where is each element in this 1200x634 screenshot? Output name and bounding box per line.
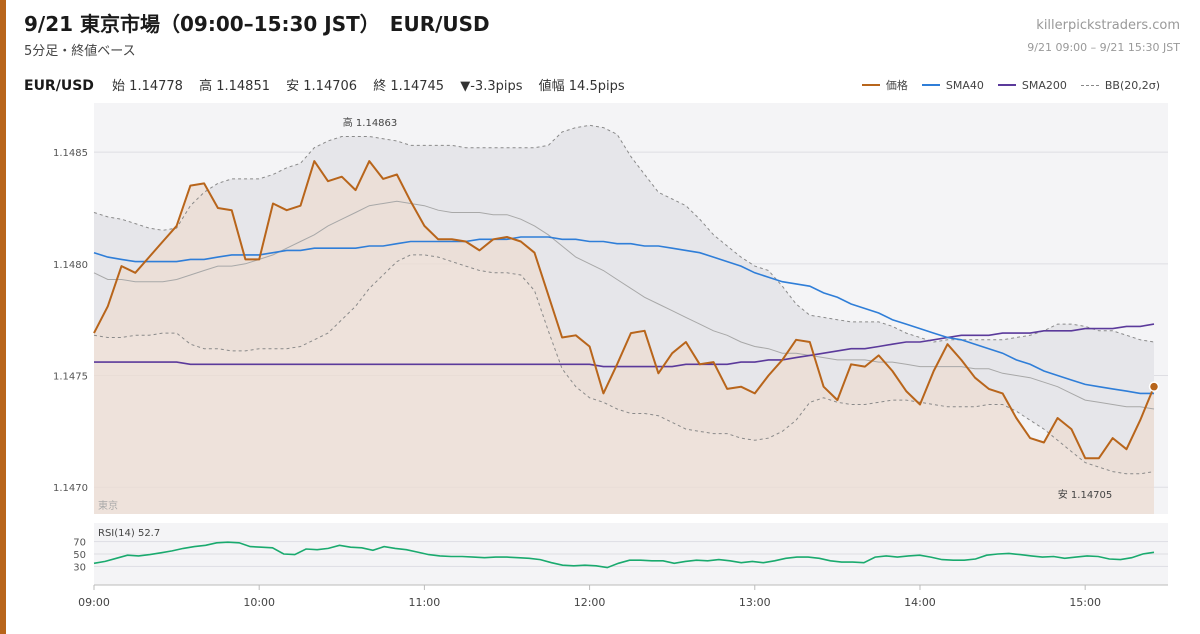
x-tick-label: 14:00 [904, 596, 936, 609]
rsi-tick-label: 30 [73, 562, 86, 573]
y-tick-label: 1.1470 [53, 483, 88, 494]
stats-close: 終 1.14745 [373, 79, 445, 94]
low-annotation: 安 1.14705 [1058, 488, 1113, 501]
legend-item-sma40[interactable]: SMA40 [921, 77, 984, 93]
bb-lower-line [93, 254, 1155, 475]
x-tick-label: 11:00 [409, 596, 441, 609]
accent-bar [0, 0, 6, 634]
y-tick-label: 1.1475 [53, 372, 88, 383]
legend-swatch-bb [1080, 84, 1099, 86]
bb-middle-line [93, 200, 1155, 410]
stats-high: 高 1.14851 [199, 79, 270, 94]
time-range: 9/21 09:00 – 9/21 15:30 JST [1027, 41, 1180, 54]
price-stats: EUR/USD 始 1.14778 高 1.14851 安 1.14706 終 … [24, 75, 637, 94]
y-tick-label: 1.1480 [53, 260, 88, 271]
last-price-marker[interactable] [1148, 381, 1160, 392]
bb-upper-line [93, 124, 1155, 343]
stats-symbol: EUR/USD [24, 78, 94, 94]
legend-item-price[interactable]: 価格 [861, 77, 908, 93]
rsi-line [93, 541, 1155, 569]
stats-open: 始 1.14778 [112, 79, 183, 94]
site-name: killerpickstraders.com [1036, 18, 1180, 33]
legend-swatch-sma40 [921, 84, 940, 86]
legend-item-sma200[interactable]: SMA200 [997, 77, 1067, 93]
y-tick-label: 1.1485 [53, 148, 88, 159]
legend-item-bb[interactable]: BB(20,2σ) [1080, 77, 1160, 93]
price-line [93, 160, 1155, 460]
rsi-tick-label: 50 [73, 550, 86, 561]
chart-legend: 価格 SMA40 SMA200 BB(20,2σ) [861, 77, 1160, 93]
legend-label-bb: BB(20,2σ) [1104, 78, 1160, 92]
stats-low: 安 1.14706 [286, 79, 358, 94]
legend-label-price: 価格 [885, 79, 908, 92]
rsi-title: RSI(14) 52.7 [98, 528, 160, 539]
x-tick-label: 15:00 [1069, 596, 1101, 609]
session-label: 東京 [98, 499, 118, 512]
page-title: 9/21 東京市場（09:00–15:30 JST） EUR/USD [24, 12, 490, 36]
page-subtitle: 5分足・終値ベース [24, 44, 136, 59]
stats-change: ▼-3.3pips [460, 79, 523, 94]
x-tick-label: 10:00 [243, 596, 275, 609]
x-tick-label: 13:00 [739, 596, 771, 609]
price-area [94, 161, 1154, 514]
sma40-line [93, 236, 1154, 395]
legend-label-sma40: SMA40 [945, 78, 984, 92]
high-annotation: 高 1.14863 [343, 116, 398, 129]
stats-width: 値幅 14.5pips [538, 79, 625, 94]
x-tick-label: 12:00 [574, 596, 606, 609]
legend-label-sma200: SMA200 [1021, 78, 1067, 92]
sma200-line [94, 323, 1155, 368]
rsi-tick-label: 70 [73, 538, 86, 549]
x-tick-label: 09:00 [78, 596, 110, 609]
legend-swatch-price [861, 84, 880, 86]
legend-swatch-sma200 [997, 84, 1016, 86]
